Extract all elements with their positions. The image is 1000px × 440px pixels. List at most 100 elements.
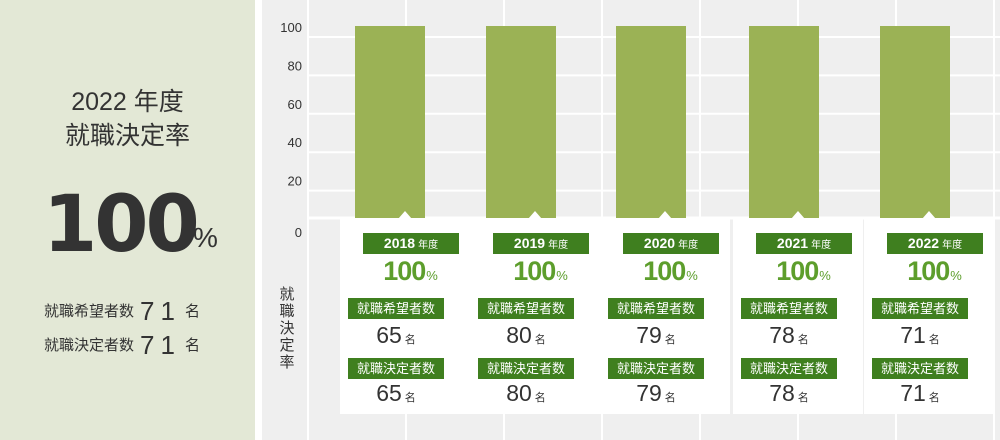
year-card: 2022 年度 100% 就職希望者数 71 名就職決定者数 71 名 <box>864 211 994 414</box>
card-rate-value: 100 <box>643 256 686 286</box>
card-applicants-label: 就職希望者数 <box>608 298 704 319</box>
card-rate-value: 100 <box>907 256 950 286</box>
card-year: 2021 <box>776 235 809 251</box>
card-rate: 100% <box>600 256 740 287</box>
card-placed-unit: 名 <box>928 392 940 404</box>
card-placed-value: 79 <box>636 380 662 406</box>
card-rate: 100% <box>470 256 610 287</box>
card-year-suffix: 年度 <box>678 240 699 251</box>
card-placed-value: 78 <box>769 380 795 406</box>
card-applicants-value: 65 <box>376 322 402 348</box>
card-year-suffix: 年度 <box>942 240 963 251</box>
card-applicants: 65 名 <box>348 322 444 349</box>
summary-applicants-value: 71 <box>140 296 181 326</box>
card-applicants: 79 名 <box>608 322 704 349</box>
card-placed-label: 就職決定者数 <box>348 358 444 379</box>
card-placed: 80 名 <box>478 380 574 407</box>
summary-placed-unit: 名 <box>184 337 200 354</box>
y-tick-label: 100 <box>280 20 302 35</box>
summary-panel: 2022 年度 就職決定率 100 % 就職希望者数 71 名 就職決定者数 71 名 <box>0 0 255 440</box>
card-applicants-value: 71 <box>900 322 926 348</box>
card-pointer <box>398 211 412 219</box>
year-card: 2018 年度 100% 就職希望者数 65 名就職決定者数 65 名 <box>340 211 470 414</box>
card-year-tag: 2018 年度 <box>363 233 459 254</box>
card-year-tag: 2022 年度 <box>887 233 983 254</box>
card-placed-unit: 名 <box>534 392 546 404</box>
card-applicants: 71 名 <box>872 322 968 349</box>
year-card: 2020 年度 100% 就職希望者数 79 名就職決定者数 79 名 <box>600 211 730 414</box>
card-year-tag: 2019 年度 <box>493 233 589 254</box>
bar-2020 <box>616 26 686 218</box>
card-placed: 65 名 <box>348 380 444 407</box>
card-placed-value: 80 <box>506 380 532 406</box>
card-rate-unit: % <box>686 268 698 283</box>
card-year: 2022 <box>907 235 940 251</box>
card-placed-value: 65 <box>376 380 402 406</box>
y-axis-label: 就職決定率 <box>279 286 295 371</box>
y-tick-label: 40 <box>288 135 302 150</box>
card-placed-unit: 名 <box>797 392 809 404</box>
card-year-tag: 2020 年度 <box>623 233 719 254</box>
y-tick-label: 80 <box>288 58 302 73</box>
year-card: 2019 年度 100% 就職希望者数 80 名就職決定者数 80 名 <box>470 211 600 414</box>
card-placed-label: 就職決定者数 <box>608 358 704 379</box>
card-rate-value: 100 <box>776 256 819 286</box>
bar-2019 <box>486 26 556 218</box>
year-card: 2021 年度 100% 就職希望者数 78 名就職決定者数 78 名 <box>733 211 863 414</box>
summary-year: 2022 年度 <box>71 88 184 116</box>
card-applicants-label: 就職希望者数 <box>478 298 574 319</box>
card-applicants-label: 就職希望者数 <box>741 298 837 319</box>
y-tick-label: 20 <box>288 174 302 189</box>
card-rate-unit: % <box>426 268 438 283</box>
card-rate: 100% <box>864 256 1000 287</box>
card-applicants-label: 就職希望者数 <box>872 298 968 319</box>
card-placed-value: 71 <box>900 380 926 406</box>
card-applicants-unit: 名 <box>534 334 546 346</box>
card-applicants-value: 78 <box>769 322 795 348</box>
card-rate-unit: % <box>950 268 962 283</box>
summary-rate: 100 <box>43 180 200 270</box>
card-placed: 71 名 <box>872 380 968 407</box>
y-tick-label: 60 <box>288 97 302 112</box>
card-pointer <box>922 211 936 219</box>
card-rate-value: 100 <box>513 256 556 286</box>
bar-2018 <box>355 26 425 218</box>
card-pointer <box>791 211 805 219</box>
card-placed-label: 就職決定者数 <box>872 358 968 379</box>
card-pointer <box>528 211 542 219</box>
card-year-suffix: 年度 <box>811 240 832 251</box>
summary-placed-row: 就職決定者数 71 名 <box>44 330 200 361</box>
summary-rate-unit: % <box>193 222 218 253</box>
card-placed-unit: 名 <box>664 392 676 404</box>
summary-applicants-unit: 名 <box>184 303 200 320</box>
card-applicants: 78 名 <box>741 322 837 349</box>
card-year: 2018 <box>383 235 416 251</box>
card-applicants-unit: 名 <box>404 334 416 346</box>
card-applicants-unit: 名 <box>797 334 809 346</box>
card-applicants-value: 79 <box>636 322 662 348</box>
card-placed-unit: 名 <box>404 392 416 404</box>
card-year-suffix: 年度 <box>548 240 569 251</box>
card-applicants: 80 名 <box>478 322 574 349</box>
card-applicants-label: 就職希望者数 <box>348 298 444 319</box>
card-placed: 79 名 <box>608 380 704 407</box>
y-tick-label: 0 <box>295 225 302 240</box>
card-rate-value: 100 <box>383 256 426 286</box>
card-rate: 100% <box>340 256 480 287</box>
card-applicants-unit: 名 <box>928 334 940 346</box>
card-placed-label: 就職決定者数 <box>478 358 574 379</box>
card-applicants-value: 80 <box>506 322 532 348</box>
card-rate-unit: % <box>556 268 568 283</box>
summary-placed-value: 71 <box>140 330 181 360</box>
summary-applicants-label: 就職希望者数 <box>44 303 135 320</box>
card-year-suffix: 年度 <box>418 240 439 251</box>
card-rate-unit: % <box>819 268 831 283</box>
card-year: 2019 <box>513 235 546 251</box>
card-applicants-unit: 名 <box>664 334 676 346</box>
summary-placed-label: 就職決定者数 <box>44 337 135 354</box>
card-placed: 78 名 <box>741 380 837 407</box>
bar-2021 <box>749 26 819 218</box>
bar-2022 <box>880 26 950 218</box>
card-rate: 100% <box>733 256 873 287</box>
